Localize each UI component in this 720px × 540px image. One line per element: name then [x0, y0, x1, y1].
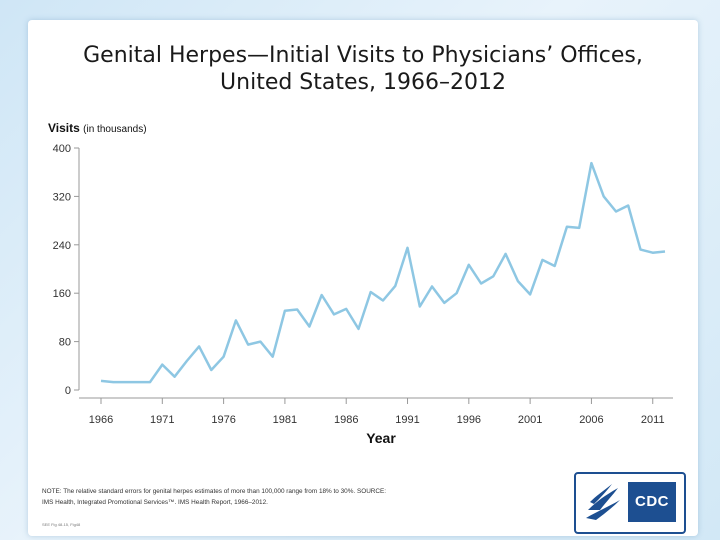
y-tick-label: 160 — [53, 288, 71, 300]
line-chart: Visits (in thousands) 0 80 160 240 320 400 19… — [48, 121, 673, 446]
x-tick-label: 1966 — [89, 414, 113, 426]
hhs-eagle-icon — [586, 484, 620, 520]
x-tick-label: 2011 — [641, 414, 665, 426]
y-ticks: 0 80 160 240 320 400 — [53, 143, 79, 397]
x-ticks: 1966 1971 1976 1981 1986 1991 1996 2001 2006 2011 — [89, 398, 665, 426]
chart-title-line2: United States, 1966–2012 — [220, 70, 506, 95]
y-tick-label: 240 — [53, 240, 71, 252]
y-tick-label: 400 — [53, 143, 71, 155]
x-tick-label: 1971 — [150, 414, 174, 426]
x-tick-label: 1981 — [273, 414, 297, 426]
chart-title: Genital Herpes—Initial Visits to Physici… — [28, 42, 698, 96]
x-tick-label: 2006 — [579, 414, 603, 426]
series-line — [100, 161, 666, 384]
y-axis-label: Visits (in thousands) — [48, 121, 147, 135]
footer-reference: SEE Fig 48-15, Fig48 — [42, 522, 81, 527]
x-tick-label: 1976 — [211, 414, 235, 426]
x-tick-label: 1991 — [395, 414, 419, 426]
x-tick-label: 1986 — [334, 414, 358, 426]
cdc-logo: CDC — [574, 472, 686, 534]
cdc-logo-text: CDC — [628, 482, 676, 522]
note-line-1: NOTE: The relative standard errors for g… — [42, 488, 387, 495]
y-tick-label: 320 — [53, 191, 71, 203]
slide-card: Genital Herpes—Initial Visits to Physici… — [28, 20, 698, 536]
x-axis-label: Year — [366, 430, 396, 446]
x-tick-label: 1996 — [457, 414, 481, 426]
y-tick-label: 0 — [65, 385, 71, 397]
note-line-2: IMS Health, Integrated Promotional Servi… — [42, 499, 268, 506]
y-axis-unit: (in thousands) — [83, 124, 146, 135]
chart-title-line1: Genital Herpes—Initial Visits to Physici… — [83, 43, 643, 68]
x-tick-label: 2001 — [518, 414, 542, 426]
source-note: NOTE: The relative standard errors for g… — [42, 486, 562, 508]
y-tick-label: 80 — [59, 337, 71, 349]
